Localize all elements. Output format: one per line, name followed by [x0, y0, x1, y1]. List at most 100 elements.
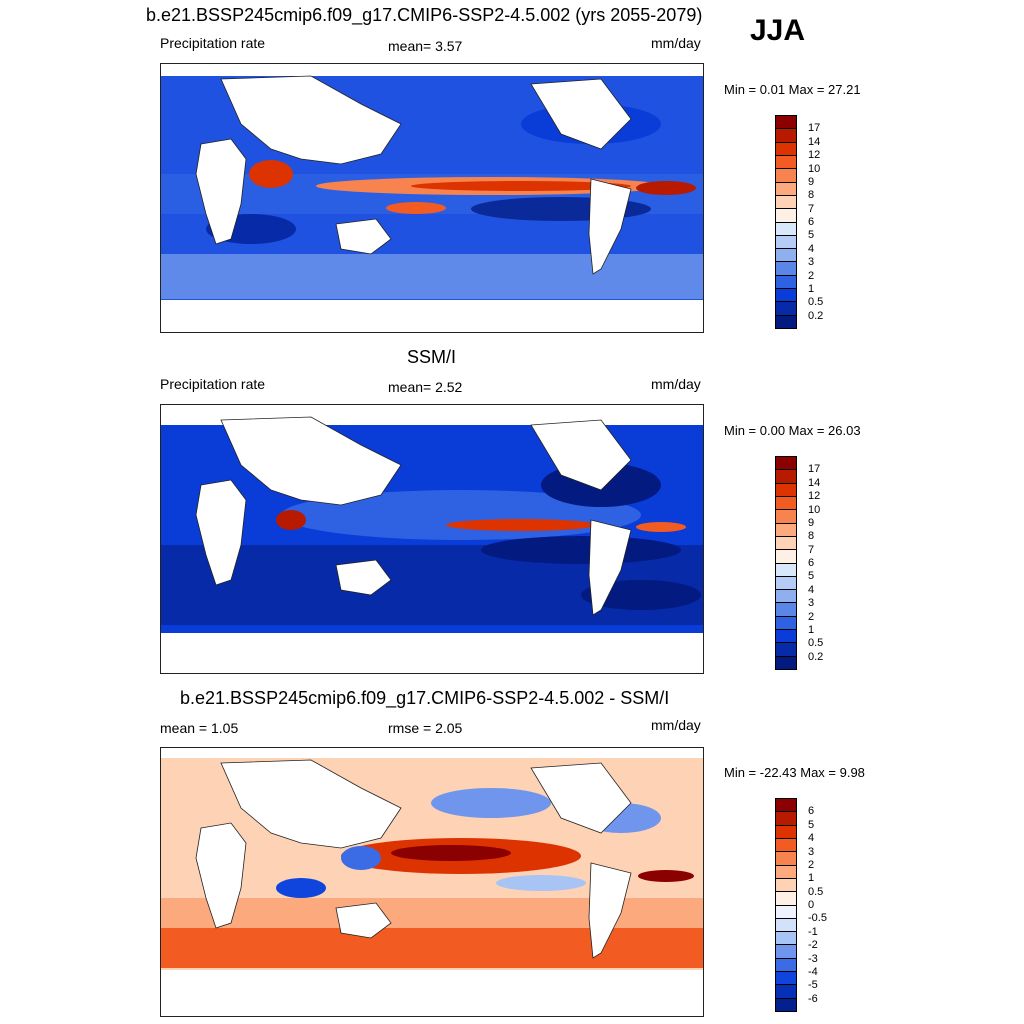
panel2-tick-label: 7 [808, 543, 815, 556]
panel1-colorbar-swatch [776, 142, 796, 156]
panel2-tick-label: 8 [808, 530, 815, 543]
panel1-colorbar-swatch [776, 182, 796, 196]
panel1-colorbar [775, 115, 797, 329]
panel1-colorbar-swatch [776, 222, 796, 236]
panel1-tick-label: 6 [808, 216, 815, 228]
panel2-colorbar-swatch [776, 536, 796, 551]
panel2-colorbar-swatch [776, 523, 796, 537]
panel1-tick-label: 0.5 [808, 296, 824, 309]
panel2-colorbar-swatch [776, 563, 796, 577]
panel3-tick-label: -4 [808, 965, 818, 978]
panel2-colorbar-swatch [776, 590, 796, 604]
panel2-tick-label: 14 [808, 476, 821, 489]
panel1-colorbar-swatch [776, 155, 796, 170]
panel1-tick-label: 14 [808, 135, 821, 148]
panel2-colorbar-swatch [776, 550, 796, 564]
panel1-tick-label: 12 [808, 149, 821, 162]
panel1-tick-label: 9 [808, 175, 815, 188]
panel3-colorbar-swatch [776, 972, 796, 986]
panel3-colorbar-swatch [776, 799, 796, 813]
panel2-colorbar-swatch [776, 656, 796, 669]
panel2-tick-label: 10 [808, 503, 821, 516]
panel1-tick-label: 4 [808, 242, 815, 255]
panel3-tick-label: 4 [808, 832, 815, 845]
panel3-minmax-label: Min = -22.43 Max = 9.98 [724, 765, 865, 780]
panel2-tick-label: 0.5 [808, 637, 824, 650]
panel2-colorbar-swatch [776, 603, 796, 617]
panel1-colorbar-swatch [776, 195, 796, 210]
panel1-tick-label: 10 [808, 162, 821, 175]
panel1-tick-label: 5 [808, 229, 815, 242]
panel2-units-label: mm/day [651, 376, 701, 392]
panel1-variable-label: Precipitation rate [160, 35, 266, 51]
panel3-tick-label: 3 [808, 845, 815, 858]
panel3-colorbar-swatch [776, 918, 796, 933]
panel3-tick-label: 5 [808, 818, 815, 831]
panel1-tick-label: 8 [808, 189, 815, 202]
panel3-tick-label: -1 [808, 925, 818, 938]
panel1-tick-label: 7 [808, 202, 815, 215]
panel3-rmse-label: rmse = 2.05 [388, 720, 463, 736]
panel3-colorbar-swatch [776, 932, 796, 946]
panel3-tick-label: 2 [808, 858, 815, 871]
panel3-colorbar-swatch [776, 812, 796, 826]
panel2-colorbar-swatch [776, 483, 796, 497]
panel3-colorbar-swatch [776, 892, 796, 906]
panel2-minmax-label: Min = 0.00 Max = 26.03 [724, 423, 861, 438]
panel1-mean-label: mean= 3.57 [388, 38, 463, 54]
panel3-tick-label: 0 [808, 899, 815, 911]
panel1-colorbar-swatch [776, 289, 796, 303]
panel2-colorbar-swatch [776, 496, 796, 511]
panel2-colorbar-swatch [776, 470, 796, 484]
panel1-colorbar-swatch [776, 169, 796, 183]
panel1-colorbar-swatch [776, 116, 796, 130]
panel3-tick-label: -6 [808, 992, 818, 1005]
panel2-mean-label: mean= 2.52 [388, 379, 463, 395]
panel2-colorbar-swatch [776, 630, 796, 644]
panel2-tick-label: 1 [808, 623, 815, 636]
panel3-tick-label: 0.5 [808, 885, 824, 898]
panel1-colorbar-swatch [776, 262, 796, 276]
panel3-tick-label: 6 [808, 805, 815, 818]
panel3-colorbar-swatch [776, 838, 796, 853]
panel3-colorbar-swatch [776, 945, 796, 959]
panel2-tick-label: 9 [808, 516, 815, 529]
panel2-tick-label: 3 [808, 597, 815, 610]
panel3-tick-label: -5 [808, 979, 818, 992]
panel2-map [160, 404, 704, 674]
panel1-tick-label: 17 [808, 122, 821, 135]
panel3-colorbar-swatch [776, 878, 796, 893]
panel3-colorbar-swatch [776, 958, 796, 973]
season-label: JJA [750, 14, 806, 47]
panel1-title: b.e21.BSSP245cmip6.f09_g17.CMIP6-SSP2-4.… [146, 5, 703, 25]
panel3-colorbar-swatch [776, 985, 796, 999]
panel2-colorbar [775, 456, 797, 670]
panel2-colorbar-swatch [776, 457, 796, 471]
panel1-map [160, 63, 704, 333]
panel3-colorbar-swatch [776, 905, 796, 919]
panel3-colorbar-swatch [776, 825, 796, 839]
panel3-mean-label: mean = 1.05 [160, 720, 239, 736]
panel1-colorbar-swatch [776, 315, 796, 328]
panel3-colorbar [775, 798, 797, 1012]
panel1-colorbar-swatch [776, 249, 796, 263]
panel3-tick-label: -0.5 [808, 912, 827, 925]
panel2-colorbar-swatch [776, 576, 796, 591]
panel1-colorbar-swatch [776, 235, 796, 250]
panel2-colorbar-swatch [776, 510, 796, 524]
panel2-variable-label: Precipitation rate [160, 376, 266, 392]
panel1-minmax-label: Min = 0.01 Max = 27.21 [724, 82, 861, 97]
panel2-colorbar-swatch [776, 643, 796, 657]
panel3-colorbar-swatch [776, 998, 796, 1011]
panel3-colorbar-swatch [776, 852, 796, 866]
panel1-units-label: mm/day [651, 35, 701, 51]
panel1-tick-label: 0.2 [808, 309, 824, 322]
panel2-tick-label: 5 [808, 570, 815, 583]
panel3-units-label: mm/day [651, 717, 701, 733]
panel1-colorbar-swatch [776, 275, 796, 290]
panel2-tick-label: 6 [808, 557, 815, 569]
panel1-colorbar-swatch [776, 209, 796, 223]
panel3-title: b.e21.BSSP245cmip6.f09_g17.CMIP6-SSP2-4.… [180, 688, 670, 708]
panel2-tick-label: 4 [808, 583, 815, 596]
panel1-tick-label: 1 [808, 282, 815, 295]
